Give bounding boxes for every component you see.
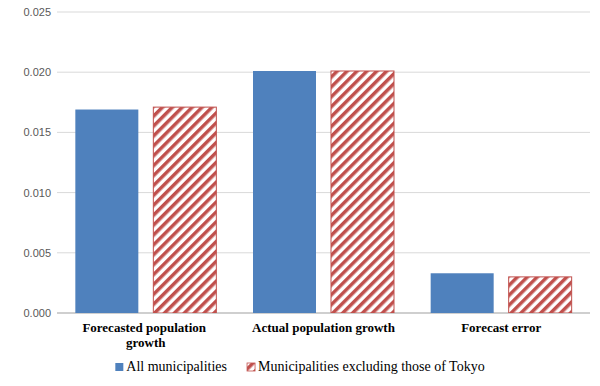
- legend-label: All municipalities: [126, 359, 227, 374]
- legend-swatch: [247, 363, 255, 371]
- legend-label: Municipalities excluding those of Tokyo: [258, 359, 485, 374]
- bar: [75, 110, 138, 313]
- x-tick-label: Forecasted population growth: [82, 320, 209, 350]
- y-tick-label: 0.020: [23, 66, 51, 78]
- y-tick-label: 0.000: [23, 307, 51, 319]
- bar: [509, 277, 572, 313]
- bar: [331, 71, 394, 313]
- bar: [253, 71, 316, 313]
- x-tick-label: Actual population growth: [252, 320, 396, 335]
- bar: [431, 273, 494, 313]
- y-tick-label: 0.015: [23, 126, 51, 138]
- grid-line: [57, 72, 590, 73]
- grid-line: [57, 12, 590, 13]
- y-tick-label: 0.005: [23, 247, 51, 259]
- bars: [75, 71, 571, 313]
- chart: 0.000 0.005 0.010 0.015 0.020 0.025 Forecasted…: [0, 0, 600, 386]
- bar: [153, 107, 216, 313]
- x-tick-label: Forecast error: [461, 320, 541, 335]
- legend: All municipalities Municipalities excludi…: [115, 359, 484, 374]
- legend-swatch: [115, 363, 123, 371]
- y-tick-label: 0.025: [23, 6, 51, 18]
- y-tick-label: 0.010: [23, 187, 51, 199]
